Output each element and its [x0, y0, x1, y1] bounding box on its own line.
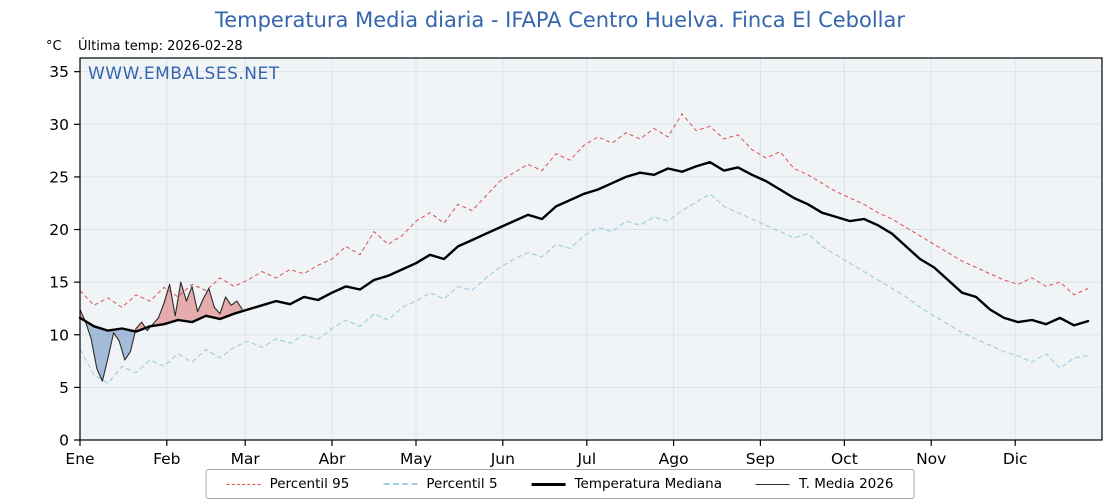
svg-text:20: 20 — [49, 221, 69, 239]
svg-text:Jun: Jun — [490, 450, 515, 468]
svg-text:Ene: Ene — [65, 450, 94, 468]
legend-item-mediana: Temperatura Mediana — [531, 476, 722, 492]
svg-text:Abr: Abr — [319, 450, 346, 468]
svg-text:35: 35 — [49, 63, 69, 81]
percentil95-line-swatch-icon — [226, 483, 261, 485]
legend-item-percentil-5: Percentil 5 — [383, 476, 498, 492]
last-temp-label: Última temp: 2026-02-28 — [78, 39, 243, 54]
legend-label: Percentil 95 — [269, 476, 350, 492]
legend-label: Percentil 5 — [426, 476, 498, 492]
percentil5-line-swatch-icon — [383, 483, 418, 485]
y-axis-unit-label: °C — [46, 39, 62, 54]
svg-text:30: 30 — [49, 116, 69, 134]
svg-text:Ago: Ago — [659, 450, 689, 468]
svg-text:Oct: Oct — [831, 450, 858, 468]
legend-item-tmedia-2026: T. Media 2026 — [756, 476, 893, 492]
svg-text:0: 0 — [59, 432, 69, 450]
page-title: Temperatura Media diaria - IFAPA Centro … — [214, 8, 906, 32]
legend-label: T. Media 2026 — [799, 476, 894, 492]
chart-legend: Percentil 95 Percentil 5 Temperatura Med… — [205, 469, 915, 499]
svg-text:Feb: Feb — [153, 450, 180, 468]
tmedia2026-line-swatch-icon — [756, 483, 790, 485]
svg-text:Jul: Jul — [576, 450, 596, 468]
svg-text:25: 25 — [49, 168, 69, 186]
legend-item-percentil-95: Percentil 95 — [226, 476, 350, 492]
watermark: WWW.EMBALSES.NET — [88, 64, 280, 84]
legend-label: Temperatura Mediana — [574, 476, 722, 492]
mediana-line-swatch-icon — [531, 482, 566, 486]
svg-text:5: 5 — [59, 379, 69, 397]
svg-text:Mar: Mar — [231, 450, 261, 468]
svg-text:Dic: Dic — [1003, 450, 1028, 468]
svg-text:10: 10 — [49, 326, 69, 344]
svg-text:May: May — [400, 450, 432, 468]
svg-text:15: 15 — [49, 274, 69, 292]
svg-text:Nov: Nov — [916, 450, 946, 468]
svg-text:Sep: Sep — [746, 450, 775, 468]
